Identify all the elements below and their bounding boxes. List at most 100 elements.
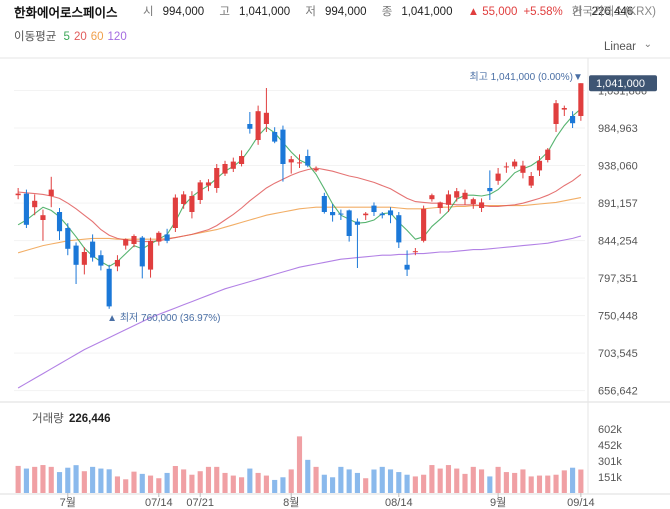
volume-bar[interactable] — [288, 469, 294, 493]
candle[interactable] — [222, 164, 228, 174]
volume-bar[interactable] — [65, 467, 71, 493]
candle[interactable] — [32, 200, 38, 208]
volume-bar[interactable] — [305, 459, 311, 493]
volume-bar[interactable] — [396, 472, 402, 493]
volume-bar[interactable] — [296, 436, 303, 493]
moving-average-legend[interactable]: 이동평균 5 20 60 120 — [14, 28, 135, 44]
candle[interactable] — [421, 208, 427, 241]
candle[interactable] — [495, 173, 501, 181]
volume-bar[interactable] — [222, 472, 228, 493]
volume-bar[interactable] — [421, 474, 427, 493]
volume-bar[interactable] — [495, 466, 501, 493]
volume-bar[interactable] — [247, 468, 253, 493]
volume-bar[interactable] — [123, 479, 129, 493]
candle[interactable] — [40, 215, 46, 220]
candle[interactable] — [570, 116, 576, 124]
volume-bar[interactable] — [48, 466, 54, 493]
candle[interactable] — [164, 234, 170, 241]
candle[interactable] — [288, 159, 294, 163]
candle[interactable] — [114, 260, 121, 267]
candle[interactable] — [371, 205, 377, 212]
candle[interactable] — [396, 215, 402, 243]
candle[interactable] — [214, 168, 220, 188]
candle[interactable] — [478, 202, 485, 208]
scale-selector[interactable]: Linear — [604, 41, 636, 53]
candle[interactable] — [23, 193, 29, 225]
volume-bar[interactable] — [330, 477, 336, 493]
candle[interactable] — [48, 189, 54, 196]
candle[interactable] — [15, 193, 21, 196]
candle[interactable] — [239, 156, 245, 164]
volume-bar[interactable] — [139, 473, 145, 493]
volume-bar[interactable] — [205, 466, 212, 493]
ma-period-5[interactable]: 5 — [63, 31, 70, 43]
candle[interactable] — [321, 196, 327, 212]
candle[interactable] — [536, 160, 543, 171]
volume-bar[interactable] — [478, 469, 485, 493]
candle[interactable] — [437, 202, 443, 208]
volume-bar[interactable] — [338, 466, 344, 493]
candle[interactable] — [487, 188, 493, 192]
volume-bar[interactable] — [487, 476, 493, 493]
ma-period-20[interactable]: 20 — [73, 31, 87, 43]
volume-bar[interactable] — [570, 467, 576, 493]
candle[interactable] — [106, 268, 112, 307]
volume-bar[interactable] — [114, 476, 121, 493]
candle[interactable] — [454, 191, 460, 198]
volume-bar[interactable] — [90, 466, 96, 493]
candle[interactable] — [255, 111, 261, 140]
candle[interactable] — [445, 194, 452, 205]
volume-bar[interactable] — [255, 472, 261, 493]
volume-bar[interactable] — [503, 472, 509, 493]
volume-bar[interactable] — [81, 471, 87, 493]
volume-bar[interactable] — [15, 465, 21, 493]
volume-bar[interactable] — [230, 475, 236, 493]
candle[interactable] — [90, 241, 96, 258]
candle[interactable] — [520, 165, 526, 173]
volume-bar[interactable] — [189, 474, 195, 493]
candle[interactable] — [156, 232, 162, 242]
volume-bar[interactable] — [429, 465, 435, 493]
volume-bar[interactable] — [197, 471, 203, 493]
candle[interactable] — [354, 221, 360, 225]
volume-bar[interactable] — [56, 472, 63, 493]
candle[interactable] — [123, 239, 129, 246]
candle[interactable] — [363, 213, 369, 216]
volume-bar[interactable] — [214, 466, 220, 493]
volume-bar[interactable] — [545, 475, 551, 493]
chevron-down-icon[interactable]: ⌄ — [643, 39, 652, 50]
candle[interactable] — [189, 196, 195, 212]
volume-bar[interactable] — [371, 469, 377, 493]
volume-bar[interactable] — [106, 469, 112, 493]
volume-bar[interactable] — [363, 478, 369, 493]
candle[interactable] — [346, 210, 352, 236]
volume-bar[interactable] — [98, 468, 104, 493]
candle[interactable] — [263, 112, 269, 124]
volume-bar[interactable] — [73, 465, 79, 493]
candle[interactable] — [330, 212, 336, 216]
volume-bar[interactable] — [172, 466, 178, 493]
volume-bar[interactable] — [164, 472, 170, 493]
candle[interactable] — [272, 132, 278, 142]
candle[interactable] — [197, 182, 203, 200]
candle[interactable] — [280, 129, 286, 164]
candle[interactable] — [131, 236, 137, 244]
volume-bar[interactable] — [280, 477, 286, 493]
candle[interactable] — [553, 103, 559, 124]
candle[interactable] — [313, 168, 319, 171]
candle[interactable] — [73, 245, 79, 265]
candle[interactable] — [147, 240, 154, 270]
volume-bar[interactable] — [454, 468, 460, 493]
ma-period-60[interactable]: 60 — [90, 31, 104, 43]
candle[interactable] — [338, 213, 344, 215]
candle[interactable] — [462, 192, 468, 200]
volume-bar[interactable] — [156, 478, 162, 493]
volume-bar[interactable] — [536, 475, 543, 493]
volume-bar[interactable] — [181, 469, 187, 493]
volume-bar[interactable] — [445, 465, 452, 493]
candle[interactable] — [512, 161, 518, 167]
candle[interactable] — [470, 199, 476, 204]
volume-bar[interactable] — [470, 466, 476, 493]
volume-bar[interactable] — [263, 475, 269, 493]
candle[interactable] — [387, 210, 394, 216]
